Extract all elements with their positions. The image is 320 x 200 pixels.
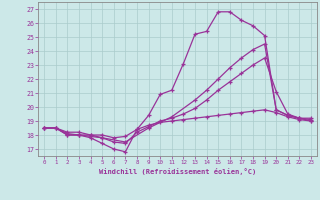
X-axis label: Windchill (Refroidissement éolien,°C): Windchill (Refroidissement éolien,°C) bbox=[99, 168, 256, 175]
